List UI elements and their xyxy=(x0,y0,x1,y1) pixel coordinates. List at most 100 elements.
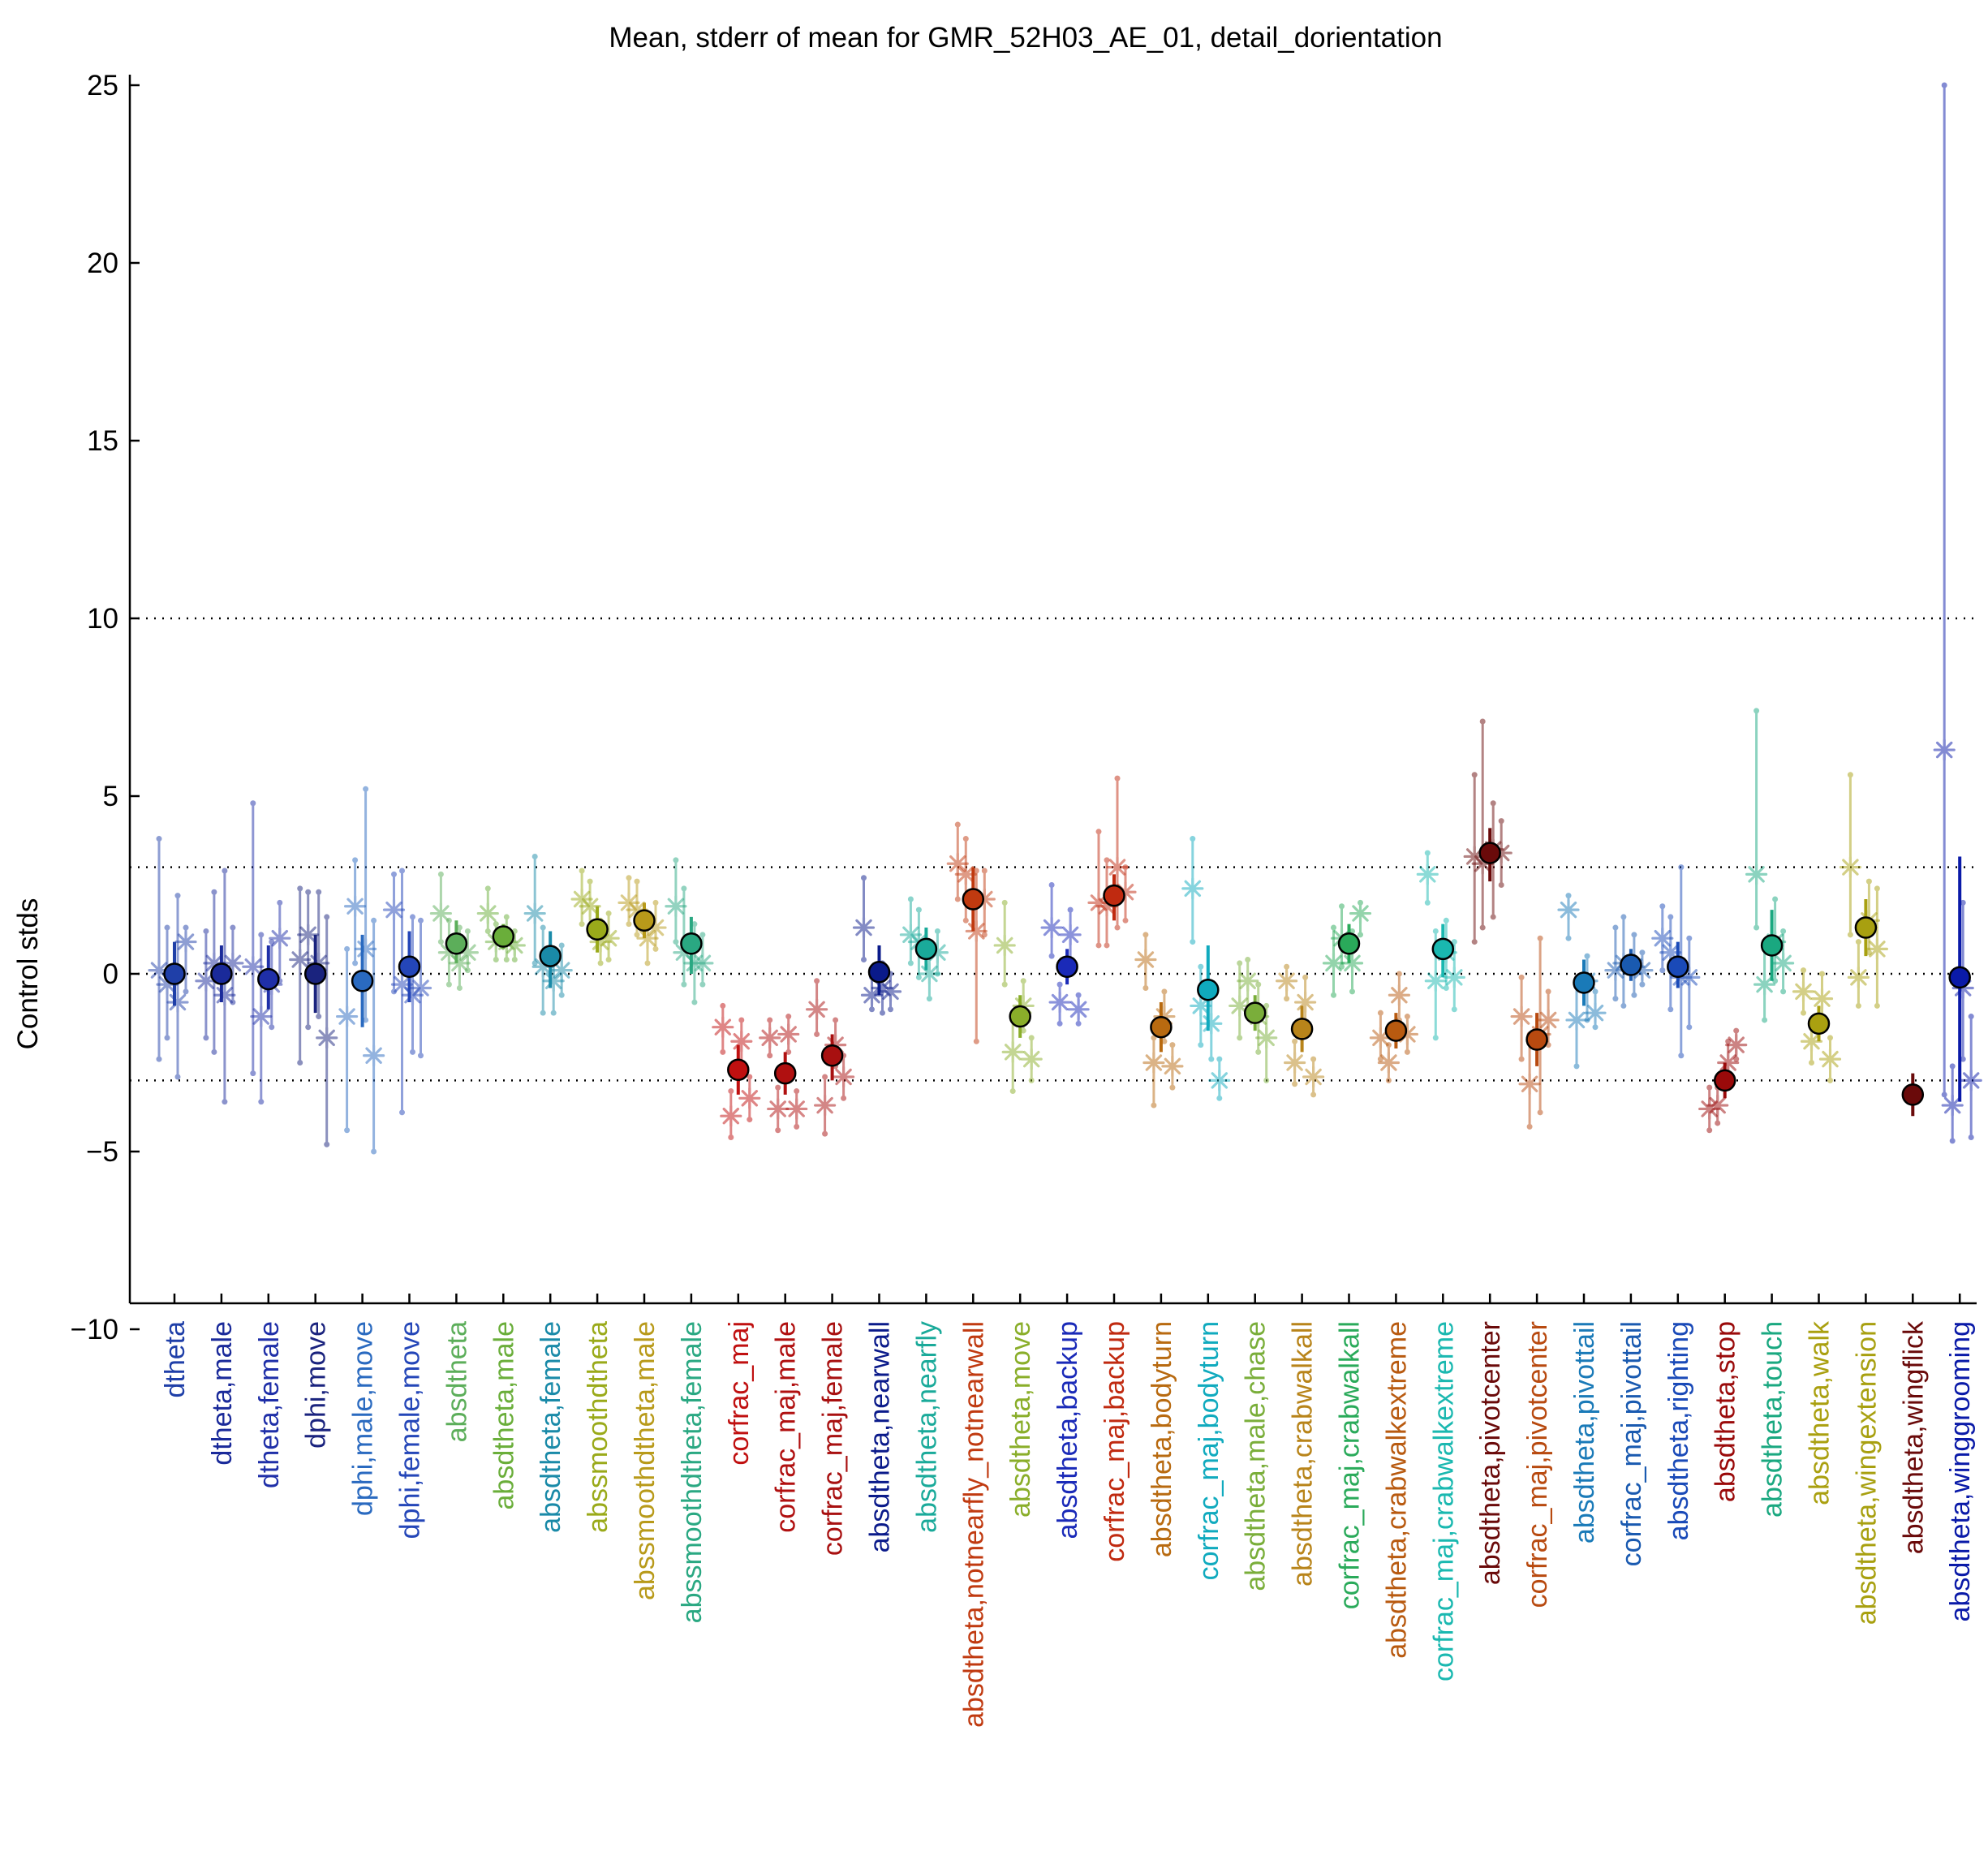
category-group xyxy=(336,786,385,1155)
experiment xyxy=(1416,850,1439,906)
experiment-star xyxy=(993,934,1016,957)
experiment-error-cap xyxy=(1865,878,1872,885)
experiment-star xyxy=(1810,988,1834,1010)
experiment-star xyxy=(1059,924,1082,946)
experiment xyxy=(730,1017,753,1066)
experiment-error-cap xyxy=(1479,718,1486,725)
experiment-star xyxy=(1396,1023,1418,1046)
experiment-error-cap xyxy=(1284,996,1290,1002)
experiment-error-cap xyxy=(1612,924,1619,931)
mean-marker xyxy=(210,962,233,985)
experiment-error-cap xyxy=(1686,1024,1693,1031)
experiment-error-cap xyxy=(1620,914,1627,920)
experiment-error-cap xyxy=(1122,917,1129,924)
experiment-star xyxy=(269,927,291,949)
experiment-error-cap xyxy=(316,1014,322,1020)
experiment-error-cap xyxy=(493,921,499,928)
category-group xyxy=(242,800,291,1105)
experiment-error-cap xyxy=(1801,967,1806,974)
experiment xyxy=(946,821,969,902)
experiment-star xyxy=(409,976,432,1000)
mean-marker xyxy=(1197,978,1220,1001)
experiment xyxy=(597,911,620,962)
experiment-error-cap xyxy=(1190,939,1196,945)
experiment-star xyxy=(1725,1034,1748,1057)
experiment xyxy=(665,857,687,945)
experiment-star xyxy=(1255,1027,1278,1049)
category-group xyxy=(946,821,996,1044)
experiment-star xyxy=(156,973,179,996)
experiment-star xyxy=(1745,863,1768,885)
experiment-error-cap xyxy=(164,924,170,931)
experiment xyxy=(1839,772,1861,938)
experiment-error-cap xyxy=(503,956,510,962)
experiment xyxy=(738,1074,761,1123)
experiment xyxy=(1584,988,1607,1031)
category-group xyxy=(1557,893,1607,1070)
experiment xyxy=(250,932,273,1105)
experiment-error-cap xyxy=(691,999,698,1005)
experiment-star xyxy=(344,895,367,918)
experiment xyxy=(1933,82,1956,1098)
x-tick-label: corfrac_maj,bodyturn xyxy=(1194,1321,1224,1580)
experiment-star xyxy=(767,1097,790,1121)
category-group xyxy=(195,868,244,1105)
experiment-star xyxy=(1792,980,1815,1003)
experiment-star xyxy=(1237,970,1259,992)
experiment xyxy=(1818,1035,1842,1083)
experiment-error-cap xyxy=(907,896,914,902)
mean-marker xyxy=(1290,1018,1314,1040)
experiment-error-cap xyxy=(1216,1095,1223,1101)
experiment-star xyxy=(871,976,894,1000)
experiment xyxy=(879,971,902,1013)
experiment xyxy=(1134,932,1157,992)
category-group xyxy=(1134,932,1184,1109)
experiment-error-cap xyxy=(1573,1063,1580,1070)
experiment xyxy=(1059,906,1082,967)
experiment-error-cap xyxy=(962,917,969,924)
experiment-star xyxy=(1631,959,1654,982)
experiment-error-cap xyxy=(747,1117,753,1123)
experiment-error-cap xyxy=(316,889,322,895)
experiment-error-cap xyxy=(1349,988,1355,995)
experiment-error-cap xyxy=(399,1109,405,1116)
x-tick-label: dtheta xyxy=(160,1321,191,1398)
experiment-error-cap xyxy=(1237,960,1243,967)
experiment-error-cap xyxy=(1620,1002,1627,1009)
experiment-error-cap xyxy=(174,1074,181,1080)
experiment-error-cap xyxy=(1404,1048,1410,1055)
experiment-error-cap xyxy=(258,1099,265,1105)
experiment-star xyxy=(1933,738,1956,761)
experiment-error-cap xyxy=(437,939,444,945)
experiment-star xyxy=(1114,880,1137,903)
experiment-error-cap xyxy=(699,981,706,988)
experiment-error-cap xyxy=(814,1031,820,1037)
experiment-error-cap xyxy=(1592,988,1599,995)
experiment xyxy=(814,1074,837,1137)
experiment-error-cap xyxy=(1762,1017,1768,1023)
experiment-star xyxy=(203,952,226,975)
experiment-error-cap xyxy=(579,921,585,928)
y-ticks: −10 −5 0 5 10 15 20 25 xyxy=(71,70,140,1345)
experiment-star xyxy=(1557,898,1580,921)
experiment-error-cap xyxy=(1190,836,1196,842)
category-group xyxy=(759,1014,808,1134)
experiment-error-cap xyxy=(869,1006,875,1013)
experiment-star xyxy=(1020,1048,1043,1070)
experiment xyxy=(1510,974,1533,1062)
experiment xyxy=(336,945,359,1134)
y-tick-label: −5 xyxy=(86,1136,118,1168)
experiment-error-cap xyxy=(652,945,659,952)
experiment xyxy=(806,978,828,1037)
experiment-error-cap xyxy=(915,906,922,913)
experiment-error-cap xyxy=(1048,953,1055,959)
experiment-error-cap xyxy=(230,999,236,1005)
experiment-star xyxy=(1678,966,1701,988)
experiment-error-cap xyxy=(1443,985,1449,992)
experiment-error-cap xyxy=(1960,899,1966,906)
experiment-star xyxy=(1490,842,1513,864)
experiment xyxy=(1040,882,1063,959)
category-group xyxy=(806,978,855,1137)
experiment xyxy=(1772,928,1795,995)
experiment-error-cap xyxy=(1678,1053,1685,1059)
